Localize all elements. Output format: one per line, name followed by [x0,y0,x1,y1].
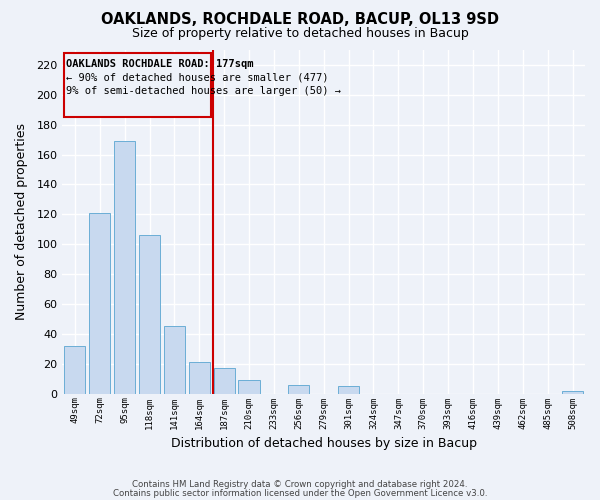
Bar [64,346,85,394]
Text: OAKLANDS ROCHDALE ROAD: 177sqm: OAKLANDS ROCHDALE ROAD: 177sqm [66,59,254,69]
Text: 9% of semi-detached houses are larger (50) →: 9% of semi-detached houses are larger (5… [66,86,341,96]
Bar [89,213,110,394]
Bar [214,368,235,394]
Bar [139,236,160,394]
Bar [338,386,359,394]
Bar [562,390,583,394]
Bar [164,326,185,394]
Bar [238,380,260,394]
Text: Contains HM Land Registry data © Crown copyright and database right 2024.: Contains HM Land Registry data © Crown c… [132,480,468,489]
X-axis label: Distribution of detached houses by size in Bacup: Distribution of detached houses by size … [171,437,477,450]
Text: OAKLANDS, ROCHDALE ROAD, BACUP, OL13 9SD: OAKLANDS, ROCHDALE ROAD, BACUP, OL13 9SD [101,12,499,28]
Bar [114,141,135,394]
Text: ← 90% of detached houses are smaller (477): ← 90% of detached houses are smaller (47… [66,72,329,83]
FancyBboxPatch shape [64,53,211,117]
Text: Contains public sector information licensed under the Open Government Licence v3: Contains public sector information licen… [113,488,487,498]
Y-axis label: Number of detached properties: Number of detached properties [15,124,28,320]
Text: Size of property relative to detached houses in Bacup: Size of property relative to detached ho… [131,28,469,40]
Bar [189,362,210,394]
Bar [288,384,310,394]
